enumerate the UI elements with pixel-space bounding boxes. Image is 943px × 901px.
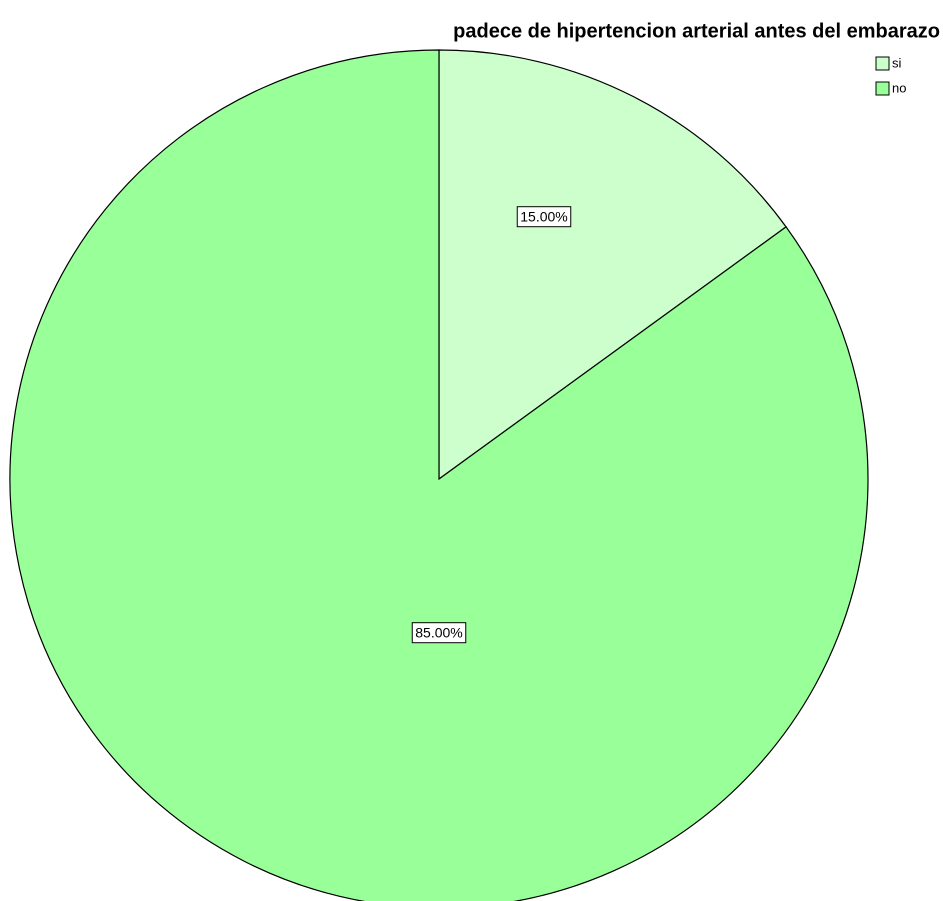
data-label-box	[411, 622, 467, 644]
chart-title: padece de hipertencion arterial antes de…	[453, 20, 940, 42]
data-label-box	[516, 206, 572, 228]
pie-slice	[9, 49, 869, 901]
legend-label: si	[892, 55, 902, 70]
data-label: 15.00%	[520, 209, 567, 225]
legend-swatch	[875, 56, 890, 71]
pie-slice	[438, 49, 787, 481]
legend-label: no	[892, 80, 906, 95]
data-label: 85.00%	[415, 625, 462, 641]
legend-swatch	[875, 81, 890, 96]
